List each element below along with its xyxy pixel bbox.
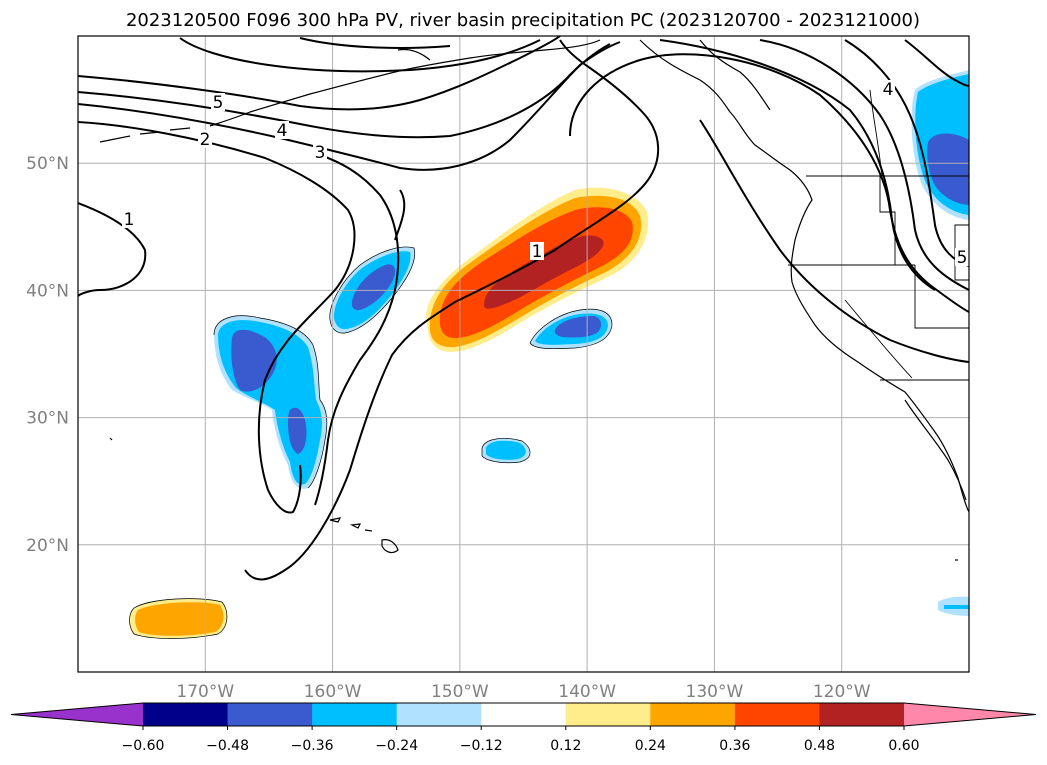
alaska-coast	[209, 39, 601, 127]
pv-label-1-center: 1	[532, 242, 543, 262]
lat-tick-label: 30°N	[26, 409, 69, 429]
map-area: 1 1 2 3 4 4 5 5	[78, 36, 969, 672]
colorbar-segment	[143, 703, 229, 726]
colorbar-extend-high	[904, 703, 1036, 726]
pv-label-4-west: 4	[277, 121, 288, 141]
pv-contour-4	[78, 43, 611, 139]
pv-label-3: 3	[315, 143, 326, 163]
lon-tick-label: 150°W	[431, 682, 489, 702]
negative-right-blue	[554, 316, 602, 338]
negative-mid-blue	[351, 264, 396, 311]
pv-contour-east-6	[699, 119, 969, 363]
colorbar-segment	[227, 703, 313, 726]
pv-contour-labels: 1 1 2 3 4 4 5 5	[122, 80, 969, 268]
colorbar-segment	[650, 703, 736, 726]
negative-se-cyan	[944, 605, 969, 609]
colorbar-segment	[312, 703, 398, 726]
gridlines	[78, 36, 969, 672]
colorbar-segment	[819, 703, 905, 726]
colorbar-tick-label: −0.24	[375, 738, 418, 754]
lon-tick-label: 130°W	[686, 682, 744, 702]
pv-contour-east-4	[844, 39, 969, 267]
pv-contours	[78, 36, 969, 581]
na-west-coast	[639, 39, 969, 513]
colorbar-segment	[396, 703, 482, 726]
pv-contour-1-main	[244, 39, 660, 581]
pv-contour-1	[78, 202, 147, 297]
colorbar-tick-label: 0.48	[804, 738, 835, 754]
longitude-labels: 170°W 160°W 150°W 140°W 130°W 120°W	[176, 682, 870, 702]
colorbar-tick-label: 0.24	[635, 738, 666, 754]
lon-tick-label: 120°W	[813, 682, 871, 702]
lat-tick-label: 40°N	[26, 281, 69, 301]
colorbar	[10, 702, 1037, 730]
pv-label-5-east: 5	[957, 248, 968, 268]
colorbar-segment	[565, 703, 651, 726]
lon-tick-label: 170°W	[176, 682, 234, 702]
negative-low-cyan	[486, 440, 526, 460]
negative-west-blue-b	[288, 407, 307, 454]
colorbar-tick-label: 0.36	[719, 738, 750, 754]
colorbar-segment	[481, 703, 567, 726]
pv-contour-5	[78, 36, 561, 111]
figure-title: 2023120500 F096 300 hPa PV, river basin …	[126, 10, 920, 31]
colorbar-tick-label: 0.60	[888, 738, 919, 754]
pv-contour-2	[78, 121, 356, 514]
pv-label-4-east: 4	[883, 80, 894, 100]
pv-label-1-west: 1	[124, 210, 135, 230]
lat-tick-label: 50°N	[26, 154, 69, 174]
lat-tick-label: 20°N	[26, 536, 69, 556]
positive-blob-sw-orange	[135, 602, 224, 636]
pv-contour-east-3	[759, 39, 969, 291]
colorbar-tick-label: 0.12	[550, 738, 581, 754]
lon-tick-label: 160°W	[304, 682, 362, 702]
negative-west-blue-a	[231, 329, 277, 392]
pv-contour-2b	[314, 154, 400, 506]
pv-contour-east-5	[904, 39, 969, 87]
latitude-labels: 20°N 30°N 40°N 50°N	[26, 154, 69, 556]
colorbar-tick-label: −0.12	[460, 738, 503, 754]
pv-label-2: 2	[200, 130, 211, 150]
colorbar-tick-label: −0.60	[122, 738, 165, 754]
pv-contour-east-2	[659, 39, 936, 291]
lon-tick-label: 140°W	[558, 682, 616, 702]
negative-ne-blue	[927, 133, 969, 205]
colorbar-tick-labels: −0.60 −0.48 −0.36 −0.24 −0.12 0.12 0.24 0.36 0.4…	[122, 738, 920, 754]
colorbar-segment	[734, 703, 820, 726]
hawaii-islands	[329, 517, 399, 554]
colorbar-tick-label: −0.48	[206, 738, 249, 754]
pv-contour-east-1	[569, 53, 969, 313]
colorbar-tick-label: −0.36	[291, 738, 334, 754]
pv-label-5: 5	[213, 93, 224, 113]
map-frame	[77, 35, 970, 673]
colorbar-extend-low	[11, 703, 143, 726]
coastlines	[99, 39, 969, 561]
